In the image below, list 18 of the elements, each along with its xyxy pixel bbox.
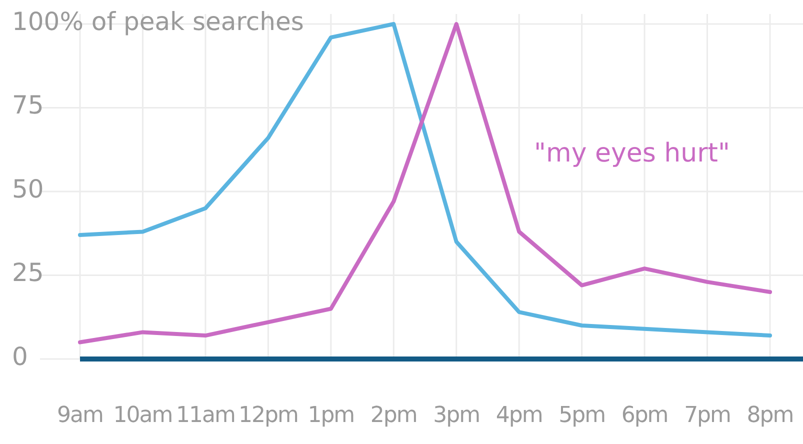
x-tick-label: 12pm <box>238 403 298 428</box>
y-tick-label: 50 <box>12 174 44 204</box>
y-tick-label: 0 <box>12 342 28 371</box>
series-label: "my eyes hurt" <box>534 138 730 168</box>
x-tick-label: 2pm <box>370 403 417 428</box>
x-tick-label: 5pm <box>558 403 606 428</box>
y-tick-label: 75 <box>12 90 44 120</box>
x-tick-label: 4pm <box>496 403 542 428</box>
x-tick-label: 10am <box>113 403 172 428</box>
x-tick-label: 6pm <box>621 403 668 428</box>
x-tick-label: 11am <box>176 403 235 428</box>
x-tick-label: 7pm <box>684 403 730 428</box>
x-tick-label: 3pm <box>433 403 480 428</box>
x-tick-label: 9am <box>57 403 103 428</box>
x-tick-label: 8pm <box>746 403 794 428</box>
y-tick-label: 100% of peak searches <box>12 6 304 36</box>
y-tick-label: 25 <box>12 258 44 288</box>
x-tick-label: 1pm <box>308 403 354 428</box>
